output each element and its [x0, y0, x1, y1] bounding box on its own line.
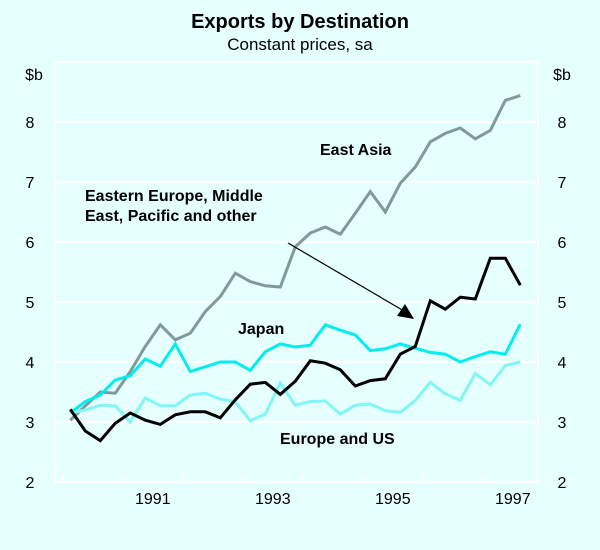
plot-frame [54, 61, 539, 483]
y-axis-label-right: $b [553, 67, 571, 84]
label-japan: Japan [238, 321, 284, 338]
y-tick-label-left: 3 [26, 415, 35, 432]
chart-subtitle: Constant prices, sa [227, 35, 373, 54]
y-tick-label-left: 8 [26, 115, 35, 132]
y-axis-label-left: $b [25, 67, 43, 84]
y-tick-label-right: 5 [558, 295, 567, 312]
x-tick-label: 1993 [255, 491, 291, 508]
series-line-east-asia [69, 94, 521, 422]
label-other-line2: East, Pacific and other [85, 208, 257, 225]
y-tick-label-right: 3 [558, 415, 567, 432]
label-europe-us: Europe and US [280, 431, 395, 448]
chart-title: Exports by Destination [191, 11, 409, 33]
label-other-line1: Eastern Europe, Middle [85, 188, 263, 205]
y-tick-label-left: 4 [26, 355, 35, 372]
x-tick-label: 1995 [375, 491, 411, 508]
arrow-head [397, 304, 414, 319]
series-line-eastern-europe-middle-east-pacific-and-other [69, 256, 522, 443]
y-tick-label-left: 2 [26, 475, 35, 492]
y-tick-label-left: 5 [26, 295, 35, 312]
series-line-europe-and-us [70, 360, 521, 425]
y-tick-label-right: 8 [558, 115, 567, 132]
y-tick-label-right: 6 [558, 235, 567, 252]
y-tick-label-left: 6 [26, 235, 35, 252]
series-line-japan [69, 323, 522, 415]
x-tick-label: 1991 [135, 491, 171, 508]
y-tick-label-right: 2 [558, 475, 567, 492]
label-east-asia: East Asia [320, 142, 392, 159]
x-tick-label: 1997 [495, 491, 531, 508]
y-tick-label-left: 7 [26, 175, 35, 192]
y-tick-label-right: 4 [558, 355, 567, 372]
annotation-arrow [287, 242, 405, 312]
y-tick-label-right: 7 [558, 175, 567, 192]
